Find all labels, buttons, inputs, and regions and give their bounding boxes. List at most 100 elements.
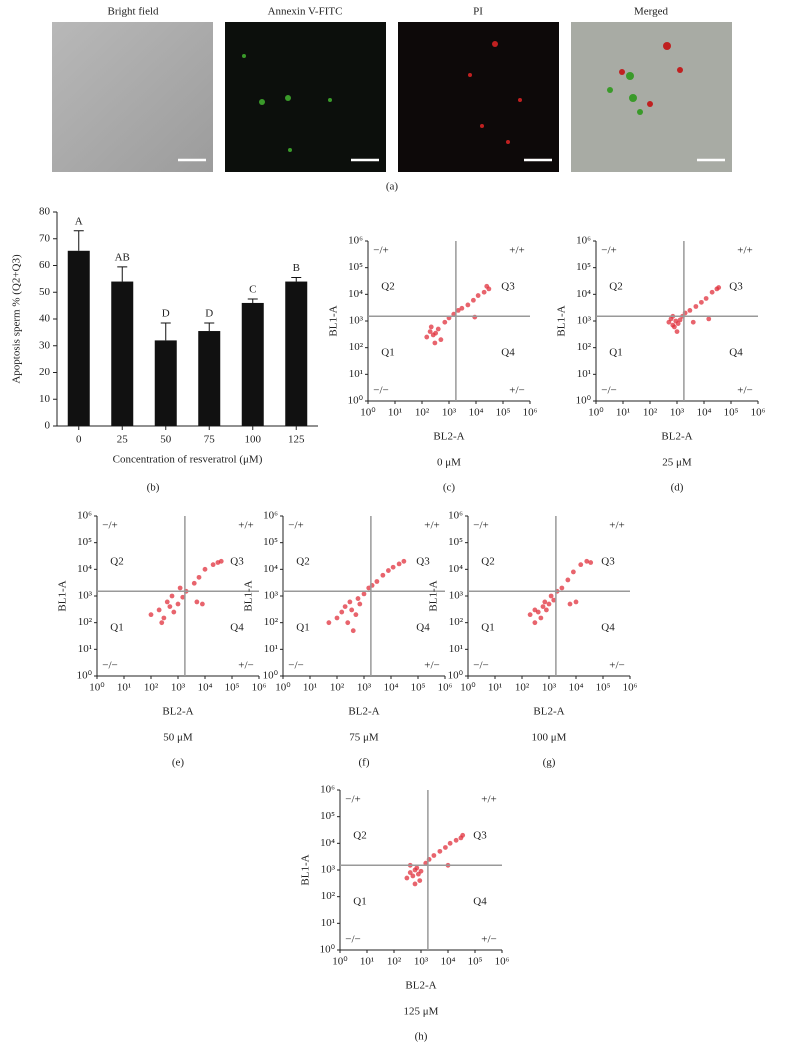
condition-label: 50 μM [163, 732, 193, 744]
y-tick-label: 10² [577, 341, 592, 353]
green-cells [242, 54, 643, 152]
y-axis-label: BL1-A [300, 854, 312, 885]
y-axis-label: BL1-A [57, 580, 69, 611]
event-point [169, 593, 175, 599]
bar [241, 302, 264, 426]
y-tick-label: 10⁵ [263, 536, 278, 548]
microscopy: Bright field Annexin V-FITC PI Merged (a… [52, 6, 732, 193]
y-tick-label: 10⁵ [320, 810, 335, 822]
event-point [361, 591, 367, 597]
event-point [453, 837, 459, 843]
x-tick-label: 10² [144, 682, 159, 694]
panel-label: (h) [415, 1031, 428, 1043]
panel-label: (d) [671, 482, 684, 494]
event-point [159, 620, 165, 626]
event-point [559, 585, 565, 591]
y-tick-label: 10⁴ [263, 563, 278, 575]
quadrant-label: Q1 [353, 896, 366, 908]
event-point [167, 604, 173, 610]
condition-label: 100 μM [532, 732, 567, 744]
event-point [584, 558, 590, 564]
y-tick-label: 10⁰ [263, 670, 279, 682]
x-tick-label: 10⁴ [441, 956, 456, 968]
corner-label: +/+ [238, 520, 253, 532]
quadrant-label: Q2 [609, 281, 622, 293]
x-tick-label: 10⁶ [523, 407, 538, 419]
quadrant-label: Q1 [381, 347, 394, 359]
y-tick-label: 10² [78, 616, 93, 628]
x-tick-label: 10² [330, 682, 345, 694]
x-tick-label: 10⁶ [751, 407, 766, 419]
event-point [548, 593, 554, 599]
event-point [433, 330, 439, 336]
y-tick-label: 10¹ [349, 368, 363, 380]
corner-label: −/− [473, 660, 488, 672]
x-tick-label: 10⁰ [360, 407, 376, 419]
y-tick-label: 10⁴ [77, 563, 92, 575]
event-point [437, 848, 443, 854]
event-point [156, 607, 162, 613]
y-axis-label: BL1-A [428, 580, 440, 611]
bar [198, 331, 221, 426]
quadrant-label: Q4 [230, 622, 244, 634]
event-point [366, 585, 372, 591]
event-point [424, 334, 430, 340]
event-point [177, 585, 183, 591]
corner-label: +/− [609, 660, 624, 672]
event-point [546, 601, 552, 607]
event-point [540, 604, 546, 610]
event-point [677, 317, 683, 323]
x-tick-label: 0 [76, 434, 82, 446]
condition-label: 75 μM [349, 732, 379, 744]
panel-label: (b) [147, 482, 160, 494]
quadrant-label: Q3 [729, 281, 743, 293]
corner-label: +/− [481, 934, 496, 946]
event-point [567, 601, 573, 607]
quadrant-label: Q3 [601, 556, 615, 568]
y-tick-label: 10³ [449, 590, 464, 602]
event-point [407, 870, 413, 875]
significance-label: B [293, 262, 300, 274]
y-tick-label: 10¹ [321, 917, 335, 929]
quadrant-label: Q2 [381, 281, 394, 293]
x-tick-label: 10³ [542, 682, 557, 694]
event-point [475, 293, 481, 298]
y-tick-label: 10⁶ [448, 510, 463, 522]
corner-label: −/− [345, 934, 360, 946]
event-point [675, 321, 681, 326]
x-tick-label: 10⁴ [697, 407, 712, 419]
y-tick-label: 10¹ [264, 643, 278, 655]
quadrant-label: Q4 [416, 622, 430, 634]
corner-label: +/+ [424, 520, 439, 532]
event-point [218, 558, 224, 564]
corner-label: −/+ [473, 520, 488, 532]
event-point [716, 285, 722, 290]
event-point [451, 311, 457, 317]
x-tick-label: 10⁵ [468, 956, 483, 968]
image-title: Annexin V-FITC [268, 6, 343, 18]
event-point [481, 289, 487, 295]
corner-label: −/− [102, 660, 117, 672]
x-tick-label: 10³ [442, 407, 457, 419]
event-point [687, 307, 693, 313]
event-point [417, 878, 423, 884]
image-title: PI [473, 6, 483, 18]
corner-label: −/− [288, 660, 303, 672]
y-tick-label: 10⁶ [576, 235, 591, 247]
event-point [194, 599, 200, 605]
event-point [357, 601, 363, 607]
y-axis-label: BL1-A [328, 305, 340, 336]
event-point [423, 860, 429, 866]
event-point [671, 324, 677, 330]
y-tick-label: 10² [349, 341, 364, 353]
quadrant-label: Q2 [296, 556, 309, 568]
significance-label: D [162, 308, 170, 320]
corner-label: −/− [373, 385, 388, 397]
merged-image [571, 22, 732, 172]
quadrant-label: Q1 [609, 347, 622, 359]
event-point [442, 319, 448, 325]
event-point [588, 560, 594, 565]
y-tick-label: 50 [39, 286, 51, 298]
quadrant-label: Q4 [501, 347, 515, 359]
event-point [347, 599, 353, 605]
